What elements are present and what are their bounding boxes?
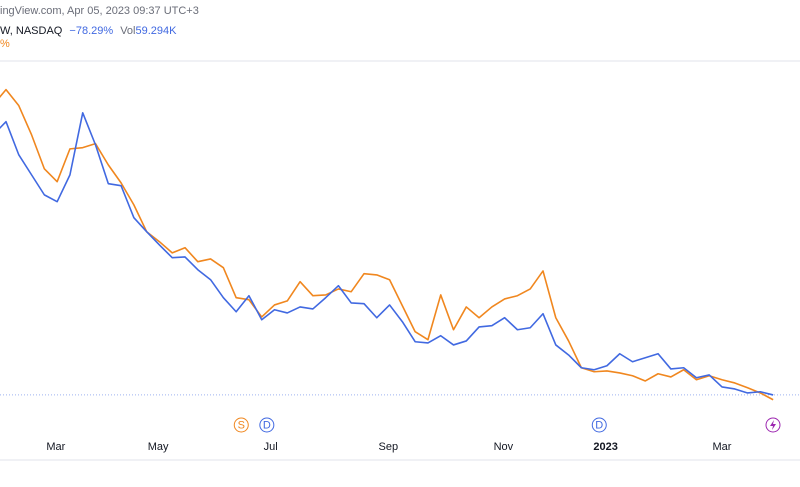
event-marker[interactable]: D [259,417,275,433]
event-label: D [263,419,271,431]
legend-row: W, NASDAQ −78.29% Vol59.294K [0,25,177,37]
series-line [0,112,774,396]
x-tick-label: Mar [46,441,65,453]
event-label: S [238,419,245,431]
event-marker[interactable]: D [591,417,607,433]
x-tick-label: Sep [379,441,399,453]
source: ingView.com, Apr 05, 2023 09:37 UTC+3 [0,5,199,17]
x-tick-label: May [148,441,169,453]
vol: 59.294K [136,25,178,37]
second-change: % [0,38,10,50]
event-circle [233,417,249,433]
x-tick-label: 2023 [593,441,617,453]
x-tick-label: Nov [494,441,514,453]
vol-label: Vol [120,25,135,37]
event-label: D [595,419,603,431]
symbol: W, NASDAQ [0,25,63,37]
change: −78.29% [69,25,113,37]
plot [0,88,800,401]
event-circle [591,417,607,433]
event-circle [259,417,275,433]
x-tick-label: Jul [264,441,278,453]
event-marker[interactable]: S [233,417,249,433]
lightning-marker[interactable] [765,417,781,433]
series-line [0,88,774,401]
x-tick-label: Mar [713,441,732,453]
